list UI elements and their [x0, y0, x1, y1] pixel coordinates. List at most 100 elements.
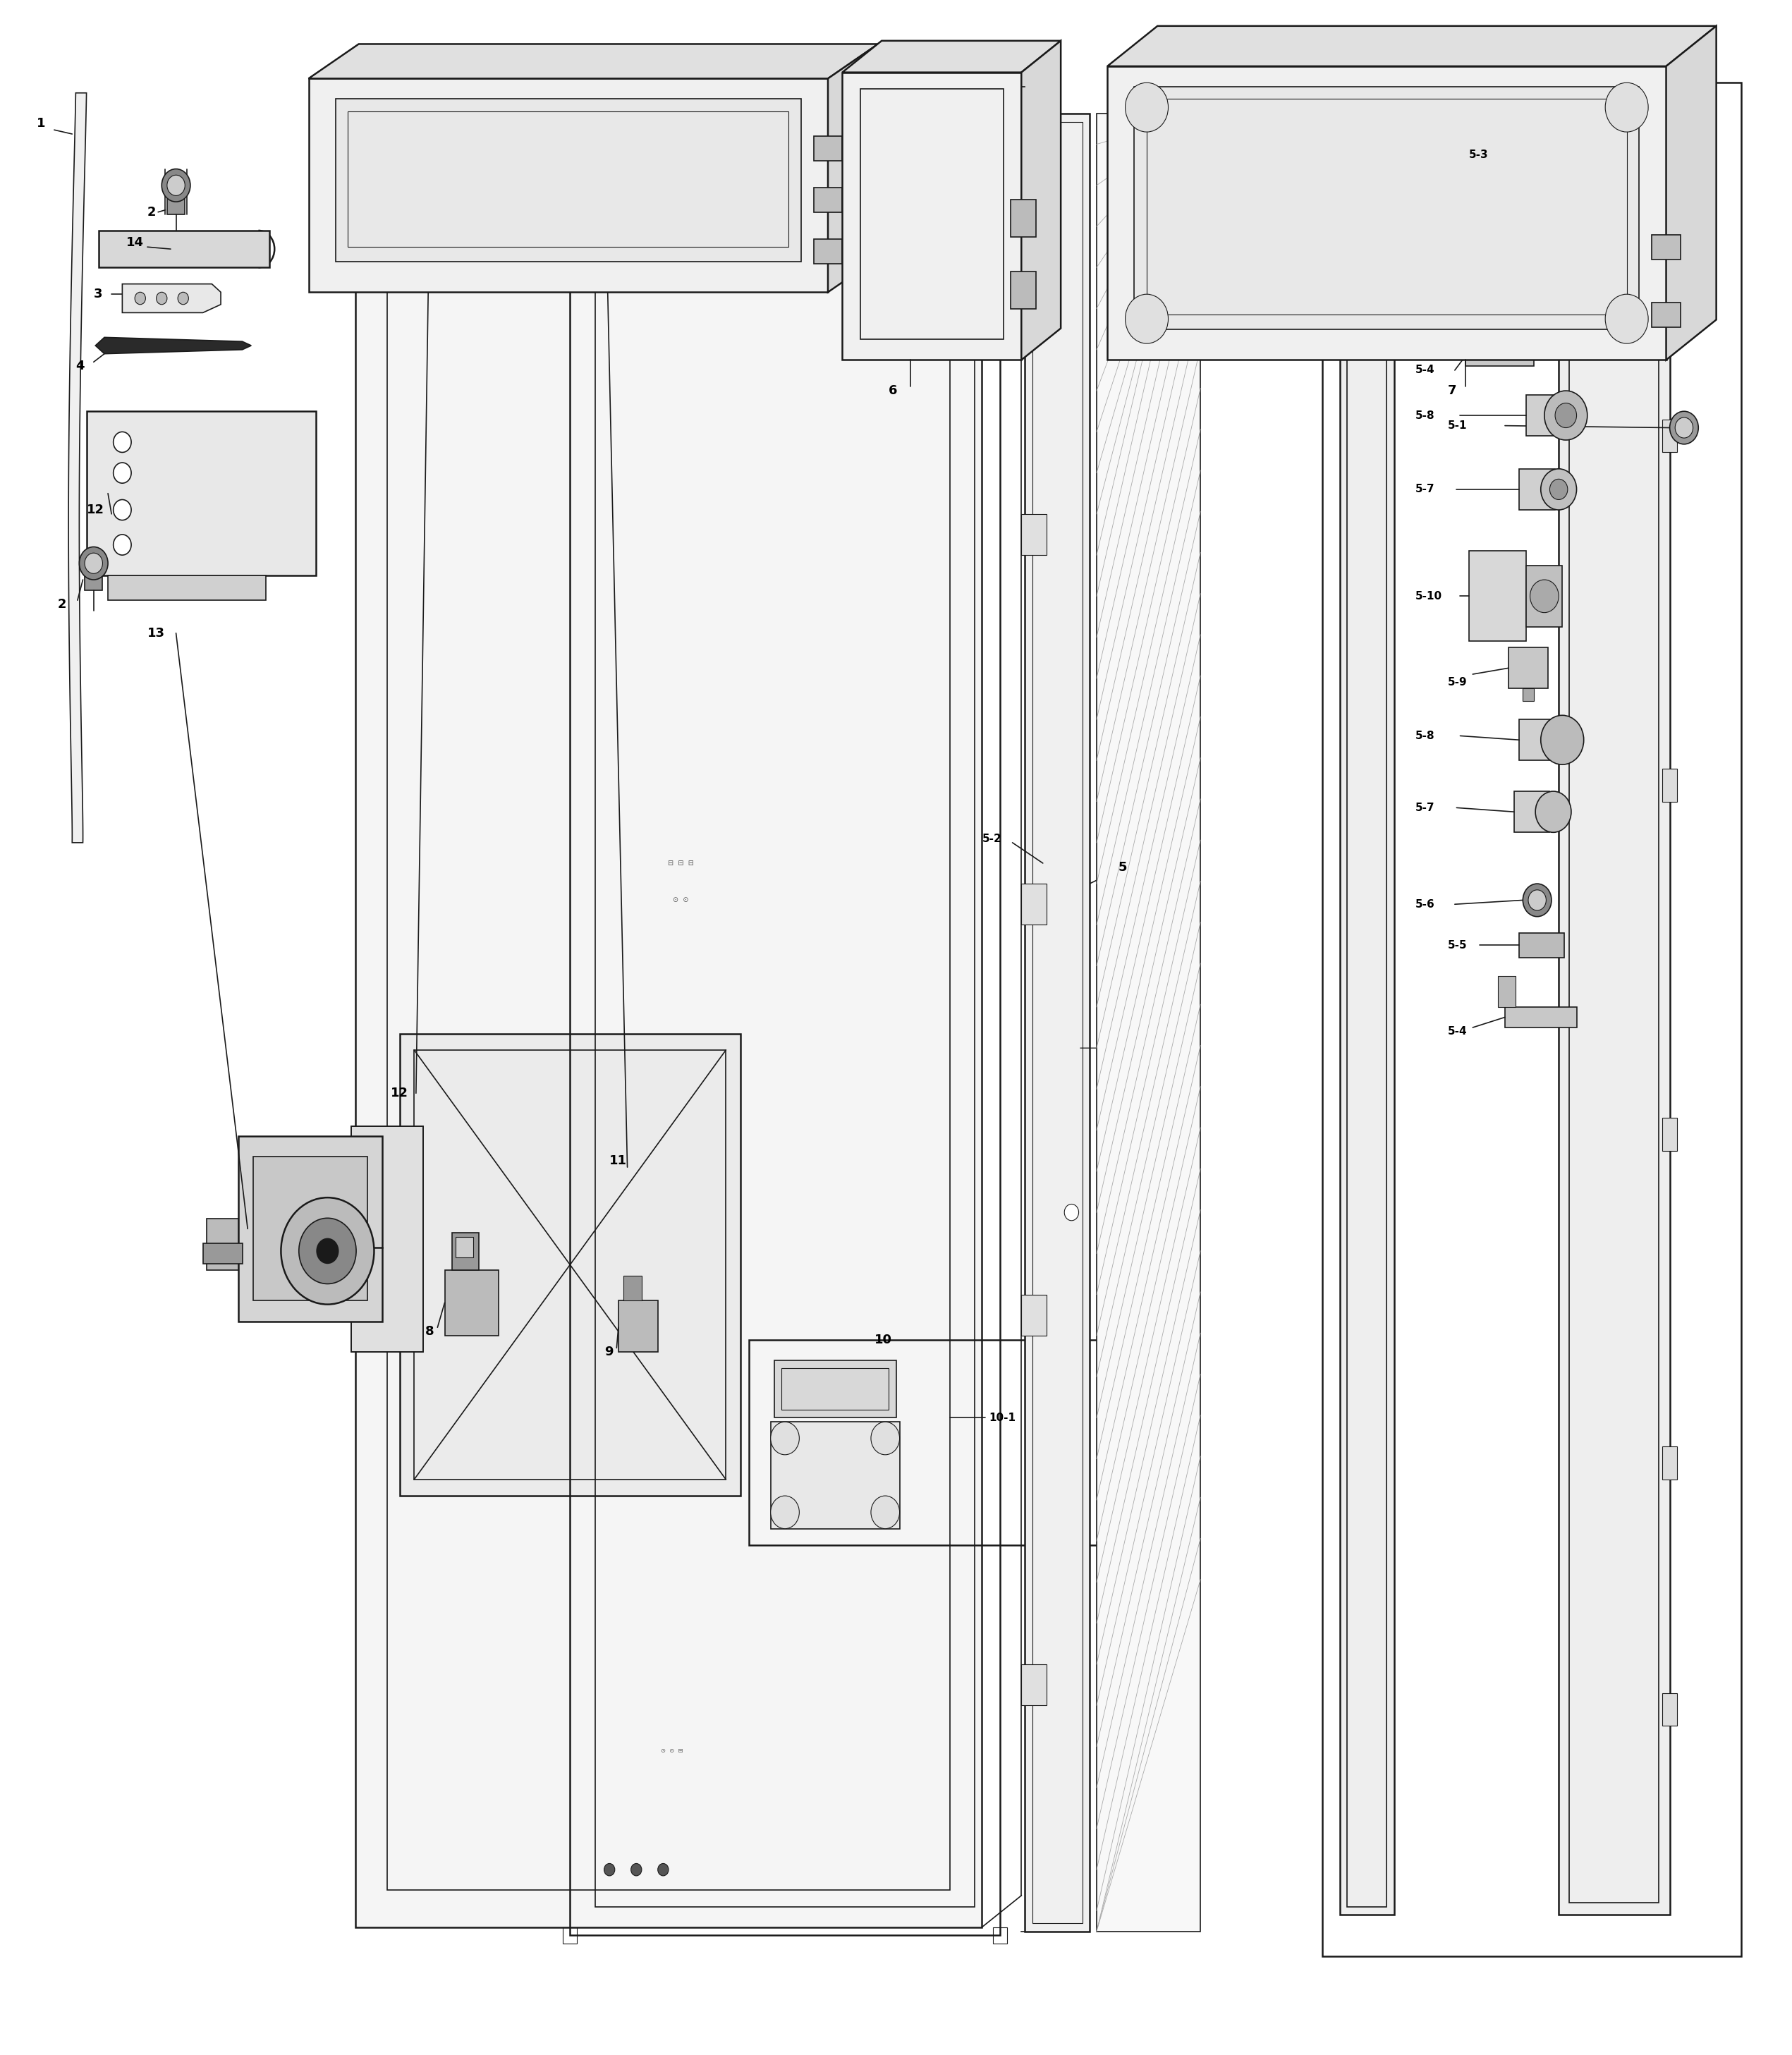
Bar: [1134, 86, 1640, 329]
Circle shape: [1541, 715, 1584, 764]
Bar: [99, 230, 269, 267]
Bar: [452, 1233, 478, 1270]
Text: 7: 7: [1448, 384, 1457, 397]
Polygon shape: [1021, 41, 1061, 360]
Circle shape: [871, 1422, 900, 1455]
Bar: [391, 99, 946, 123]
Bar: [1559, 119, 1670, 1915]
Bar: [814, 136, 842, 160]
Text: 5-4: 5-4: [1416, 366, 1435, 376]
Circle shape: [771, 1422, 799, 1455]
Circle shape: [167, 175, 185, 195]
Text: 10-1: 10-1: [989, 1412, 1016, 1422]
Circle shape: [299, 1219, 357, 1284]
Text: 5-10: 5-10: [1416, 592, 1443, 602]
Bar: [206, 1219, 238, 1270]
Bar: [1107, 66, 1667, 360]
Bar: [1097, 113, 1201, 1932]
Text: 13: 13: [147, 627, 165, 639]
Bar: [1652, 234, 1681, 259]
Text: 2: 2: [57, 598, 66, 610]
Text: 5-7: 5-7: [1416, 801, 1435, 814]
Bar: [563, 1928, 577, 1944]
Bar: [1520, 469, 1555, 510]
Text: 5-7: 5-7: [1416, 485, 1435, 495]
Circle shape: [1530, 580, 1559, 612]
Circle shape: [281, 1198, 375, 1305]
Text: 12: 12: [86, 503, 104, 516]
Text: 5: 5: [1118, 861, 1127, 873]
Bar: [1032, 121, 1082, 1923]
Polygon shape: [308, 43, 878, 78]
Bar: [394, 132, 511, 173]
Text: 3: 3: [93, 288, 102, 300]
Bar: [167, 185, 185, 214]
Bar: [1011, 271, 1036, 308]
Bar: [1025, 113, 1090, 1932]
Bar: [1570, 132, 1659, 1903]
Bar: [1021, 1295, 1047, 1336]
Circle shape: [1545, 390, 1588, 440]
Bar: [84, 563, 102, 590]
Bar: [1340, 119, 1394, 1915]
Bar: [993, 1928, 1007, 1944]
Bar: [618, 1301, 658, 1352]
Polygon shape: [1667, 27, 1717, 360]
Bar: [1021, 884, 1047, 925]
Bar: [400, 1034, 740, 1496]
Circle shape: [113, 432, 131, 452]
Bar: [814, 187, 842, 212]
Bar: [1469, 551, 1527, 641]
Bar: [1663, 1447, 1677, 1480]
Bar: [1520, 933, 1564, 958]
Circle shape: [177, 292, 188, 304]
Text: 8: 8: [425, 1325, 434, 1338]
Bar: [355, 86, 982, 1928]
Bar: [1505, 1007, 1577, 1028]
Bar: [387, 123, 950, 1891]
Bar: [493, 132, 538, 218]
Circle shape: [1125, 294, 1168, 343]
Circle shape: [1606, 294, 1649, 343]
Circle shape: [113, 499, 131, 520]
Bar: [749, 1340, 1147, 1545]
Bar: [814, 238, 842, 263]
Circle shape: [871, 1496, 900, 1529]
Bar: [1459, 308, 1477, 345]
Bar: [1523, 688, 1534, 701]
Bar: [308, 78, 828, 292]
Bar: [1663, 1118, 1677, 1151]
Bar: [1348, 127, 1387, 1907]
Text: 4: 4: [75, 360, 84, 372]
Text: 5-3: 5-3: [1469, 150, 1489, 160]
Circle shape: [79, 547, 108, 580]
Circle shape: [113, 462, 131, 483]
Bar: [1514, 791, 1550, 832]
Bar: [1652, 302, 1681, 327]
Circle shape: [1529, 890, 1546, 910]
Circle shape: [604, 1864, 615, 1876]
Bar: [335, 99, 801, 261]
Text: ⊟  ⊟  ⊟: ⊟ ⊟ ⊟: [668, 859, 694, 867]
Text: 6: 6: [889, 384, 898, 397]
Circle shape: [113, 534, 131, 555]
Text: 11: 11: [609, 1155, 627, 1167]
Bar: [364, 90, 973, 132]
Text: 5-2: 5-2: [982, 832, 1002, 845]
Bar: [774, 1360, 896, 1418]
Text: ⊙  ⊙: ⊙ ⊙: [674, 896, 688, 904]
Bar: [781, 1369, 889, 1410]
Bar: [351, 1126, 423, 1352]
Polygon shape: [122, 284, 220, 312]
Bar: [86, 411, 315, 575]
Bar: [253, 1157, 367, 1301]
Bar: [108, 575, 265, 600]
Circle shape: [134, 292, 145, 304]
Circle shape: [658, 1864, 668, 1876]
Polygon shape: [828, 43, 878, 292]
Circle shape: [317, 1239, 339, 1264]
Bar: [595, 115, 975, 1907]
Bar: [1498, 976, 1516, 1007]
Circle shape: [1676, 417, 1693, 438]
Circle shape: [1523, 884, 1552, 917]
